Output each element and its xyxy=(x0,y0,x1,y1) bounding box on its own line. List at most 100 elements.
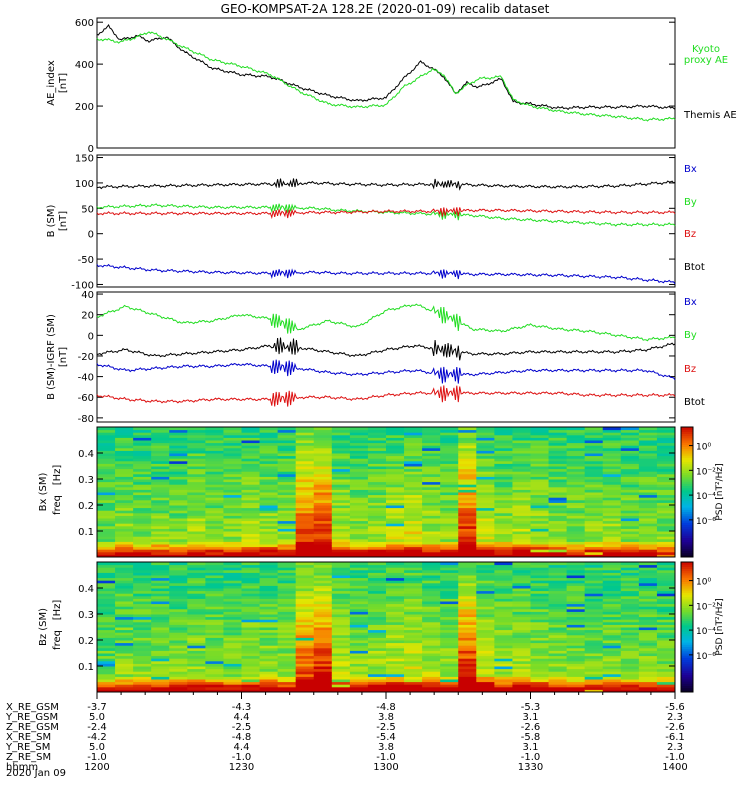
bzspec-cell xyxy=(331,598,351,602)
bzspec-cell xyxy=(187,627,206,631)
bzspec-cell xyxy=(259,645,279,649)
bzspec-cell xyxy=(656,577,676,581)
bxspec-cell xyxy=(151,466,170,470)
bxspec-colorbar-step xyxy=(681,427,693,430)
bxspec-cell xyxy=(548,437,568,441)
bzspec-cell xyxy=(151,671,170,675)
bxspec-cell xyxy=(566,471,586,475)
bzspec-cell xyxy=(367,624,387,628)
bxspec-cell xyxy=(638,494,658,498)
bxspec-cell xyxy=(638,445,658,449)
bzspec-colorbar-step xyxy=(681,568,693,572)
bzspec-cell xyxy=(205,647,224,651)
bxspec-cell xyxy=(656,531,676,535)
bxspec-cell xyxy=(97,481,116,485)
bzspec-cell xyxy=(223,632,242,636)
bzspec-cell xyxy=(115,663,134,667)
bxspec-cell xyxy=(656,445,676,449)
bxspec-colorbar-step xyxy=(681,435,693,439)
bzspec-cell xyxy=(349,606,369,610)
bzspec-cell xyxy=(512,655,531,659)
bxspec-cell xyxy=(422,523,441,527)
bzspec-cell xyxy=(476,645,495,649)
bxspec-cell xyxy=(656,497,676,501)
bzspec-cell xyxy=(169,590,188,594)
bzspec-cell xyxy=(422,660,441,664)
bzspec-cell xyxy=(277,585,297,589)
bzspec-cell xyxy=(169,603,188,607)
bxspec-cell xyxy=(313,538,333,542)
bxspec-cell xyxy=(133,492,152,496)
bxspec-cell xyxy=(349,528,369,532)
bzspec-cell xyxy=(133,645,152,649)
bzspec-cell xyxy=(205,634,224,638)
bzspec-cell xyxy=(115,679,134,683)
bxspec-cell xyxy=(151,442,170,446)
bxspec-cell xyxy=(476,466,495,470)
bxspec-colorbar-step xyxy=(681,500,693,504)
bxspec-cell xyxy=(422,531,441,535)
bzspec-cell xyxy=(512,572,531,576)
bigrf-ytick-label: -20 xyxy=(78,352,94,363)
bxspec-cell xyxy=(115,432,134,436)
bzspec-cell xyxy=(404,642,423,646)
bzspec-colorbar-step xyxy=(681,679,693,682)
bxspec-cell xyxy=(115,499,134,503)
bxspec-cell xyxy=(476,538,495,542)
panel-bsm-ylabel: B (SM) xyxy=(46,204,57,237)
bzspec-cell xyxy=(530,676,550,680)
bxspec-cell xyxy=(133,468,152,472)
bxspec-cell xyxy=(277,515,297,519)
bzspec-cell xyxy=(512,637,531,641)
bxspec-cell xyxy=(494,481,513,485)
bzspec-cell xyxy=(548,614,568,618)
ephemeris-value: 5.0 xyxy=(89,742,105,753)
bzspec-cell xyxy=(620,668,640,672)
bxspec-cell xyxy=(494,445,513,449)
bxspec-cell xyxy=(386,505,405,509)
bxspec-cell xyxy=(151,476,170,480)
bzspec-cell xyxy=(512,590,531,594)
bxspec-cell xyxy=(638,538,658,542)
bxspec-cell xyxy=(259,473,279,477)
bzspec-cell xyxy=(602,614,622,618)
bzspec-cell xyxy=(313,686,333,690)
bxspec-cell xyxy=(638,546,658,550)
bxspec-cell xyxy=(205,551,224,555)
bxspec-cell xyxy=(349,427,369,431)
bxspec-colorbar-step xyxy=(681,470,693,473)
ae-ytick-label: 600 xyxy=(75,18,94,29)
bzspec-cell xyxy=(277,580,297,584)
bzspec-cell xyxy=(458,647,477,651)
bzspec-cell xyxy=(548,671,568,675)
bigrf-series-btot xyxy=(96,337,676,361)
bxspec-cell xyxy=(277,442,297,446)
bxspec-cell xyxy=(404,453,423,457)
bzspec-cell xyxy=(349,684,369,688)
bzspec-cell xyxy=(277,598,297,602)
bxspec-cell xyxy=(638,466,658,470)
bxspec-cell xyxy=(512,520,531,524)
bxspec-cell xyxy=(115,447,134,451)
bzspec-cell xyxy=(656,684,676,688)
bzspec-cell xyxy=(349,575,369,579)
bxspec-cell xyxy=(241,434,261,438)
bxspec-cell xyxy=(422,434,441,438)
bzspec-cell xyxy=(331,671,351,675)
bzspec-cell xyxy=(476,658,495,662)
bxspec-cell xyxy=(458,494,477,498)
bzspec-cell xyxy=(422,689,441,693)
bzspec-cell xyxy=(476,681,495,685)
bzspec-cell xyxy=(331,673,351,677)
bxspec-cell xyxy=(151,479,170,483)
bzspec-cell xyxy=(458,686,477,690)
bxspec-cell xyxy=(295,455,315,459)
bzspec-cell xyxy=(458,689,477,693)
bxspec-cell xyxy=(169,492,188,496)
bzspec-cell xyxy=(620,619,640,623)
bxspec-cell xyxy=(151,473,170,477)
bzspec-cell xyxy=(331,608,351,612)
bxspec-cell xyxy=(115,458,134,462)
bzspec-cell xyxy=(584,590,604,594)
bxspec-cell xyxy=(223,489,242,493)
